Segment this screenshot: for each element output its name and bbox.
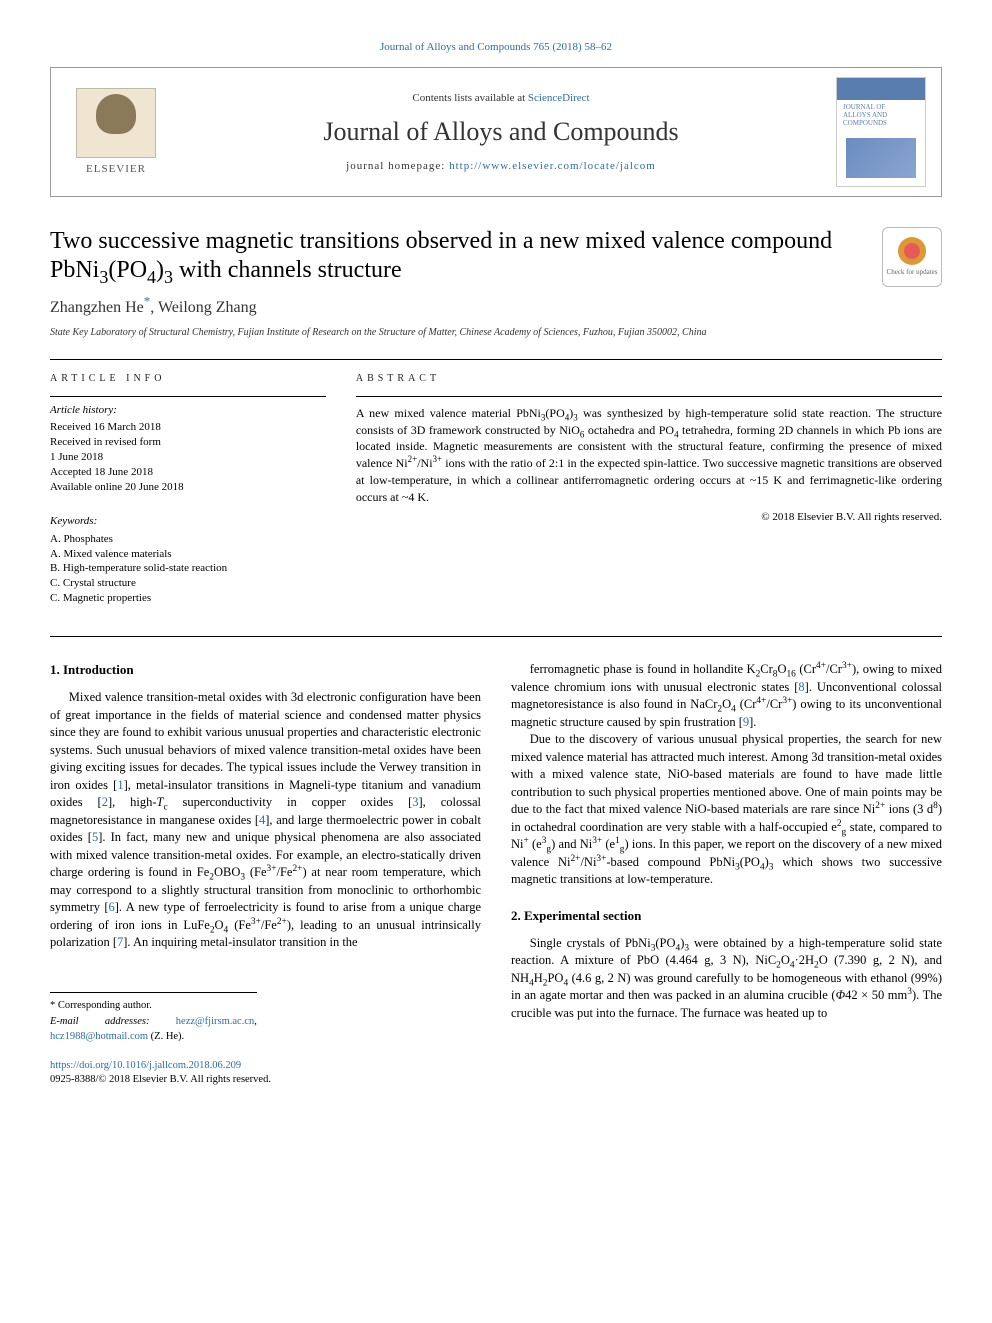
journal-name: Journal of Alloys and Compounds [323, 114, 678, 150]
keyword-line: B. High-temperature solid-state reaction [50, 561, 326, 576]
elsevier-label: ELSEVIER [86, 162, 146, 177]
intro-paragraph-2: ferromagnetic phase is found in hollandi… [511, 661, 942, 731]
journal-citation-top: Journal of Alloys and Compounds 765 (201… [50, 40, 942, 55]
intro-paragraph-1: Mixed valence transition-metal oxides wi… [50, 689, 481, 952]
contents-prefix: Contents lists available at [412, 92, 527, 104]
article-title: Two successive magnetic transitions obse… [50, 227, 862, 285]
history-line: Available online 20 June 2018 [50, 480, 326, 495]
article-info-heading: ARTICLE INFO [50, 372, 326, 386]
abstract-column: ABSTRACT A new mixed valence material Pb… [356, 360, 942, 606]
divider [50, 636, 942, 637]
abstract-copyright: © 2018 Elsevier B.V. All rights reserved… [356, 510, 942, 525]
right-column: ferromagnetic phase is found in hollandi… [511, 661, 942, 1088]
bottom-block: https://doi.org/10.1016/j.jallcom.2018.0… [50, 1059, 481, 1088]
issn-copyright: 0925-8388/© 2018 Elsevier B.V. All right… [50, 1073, 481, 1088]
email-label: E-mail addresses: [50, 1016, 176, 1027]
email-link-2[interactable]: hcz1988@hotmail.com [50, 1031, 148, 1042]
history-line: 1 June 2018 [50, 450, 326, 465]
journal-citation-link[interactable]: Journal of Alloys and Compounds 765 (201… [380, 41, 612, 53]
keyword-line: C. Crystal structure [50, 576, 326, 591]
intro-paragraph-3: Due to the discovery of various unusual … [511, 731, 942, 889]
homepage-link[interactable]: http://www.elsevier.com/locate/jalcom [449, 160, 656, 172]
doi-link[interactable]: https://doi.org/10.1016/j.jallcom.2018.0… [50, 1060, 241, 1071]
keywords-block: Keywords: A. PhosphatesA. Mixed valence … [50, 508, 326, 606]
history-list: Received 16 March 2018Received in revise… [50, 420, 326, 494]
article-info-column: ARTICLE INFO Article history: Received 1… [50, 360, 326, 606]
publisher-logo-block: ELSEVIER [51, 68, 181, 196]
homepage-label: journal homepage: [346, 160, 449, 172]
journal-header: ELSEVIER Contents lists available at Sci… [50, 67, 942, 197]
authors: Zhangzhen He*, Weilong Zhang [50, 297, 942, 319]
article-history-heading: Article history: [50, 403, 326, 418]
keyword-line: A. Phosphates [50, 532, 326, 547]
history-line: Received in revised form [50, 435, 326, 450]
sciencedirect-link[interactable]: ScienceDirect [528, 92, 590, 104]
keyword-line: A. Mixed valence materials [50, 547, 326, 562]
journal-cover-icon: JOURNAL OF ALLOYS AND COMPOUNDS [836, 77, 926, 187]
keywords-heading: Keywords: [50, 514, 326, 529]
experimental-paragraph-1: Single crystals of PbNi3(PO4)3 were obta… [511, 935, 942, 1023]
header-center: Contents lists available at ScienceDirec… [181, 68, 821, 196]
email-link-1[interactable]: hezz@fjirsm.ac.cn [176, 1016, 254, 1027]
abstract-text: A new mixed valence material PbNi3(PO4)3… [356, 405, 942, 506]
email-line: E-mail addresses: hezz@fjirsm.ac.cn, hcz… [50, 1015, 257, 1044]
elsevier-tree-icon [76, 88, 156, 158]
check-updates-label: Check for updates [887, 268, 938, 278]
article-history-block: Article history: Received 16 March 2018R… [50, 396, 326, 495]
experimental-heading: 2. Experimental section [511, 907, 942, 925]
history-line: Received 16 March 2018 [50, 420, 326, 435]
left-column: 1. Introduction Mixed valence transition… [50, 661, 481, 1088]
crossmark-icon [898, 237, 926, 265]
journal-cover-block: JOURNAL OF ALLOYS AND COMPOUNDS [821, 68, 941, 196]
check-updates-badge[interactable]: Check for updates [882, 227, 942, 287]
body-columns: 1. Introduction Mixed valence transition… [50, 661, 942, 1088]
abstract-heading: ABSTRACT [356, 372, 942, 386]
keyword-line: C. Magnetic properties [50, 591, 326, 606]
corresponding-author-note: * Corresponding author. [50, 999, 257, 1014]
history-line: Accepted 18 June 2018 [50, 465, 326, 480]
contents-line: Contents lists available at ScienceDirec… [412, 91, 589, 106]
affiliation: State Key Laboratory of Structural Chemi… [50, 326, 942, 339]
footnotes: * Corresponding author. E-mail addresses… [50, 992, 257, 1045]
intro-heading: 1. Introduction [50, 661, 481, 679]
homepage-line: journal homepage: http://www.elsevier.co… [346, 159, 656, 174]
keywords-list: A. PhosphatesA. Mixed valence materialsB… [50, 532, 326, 606]
